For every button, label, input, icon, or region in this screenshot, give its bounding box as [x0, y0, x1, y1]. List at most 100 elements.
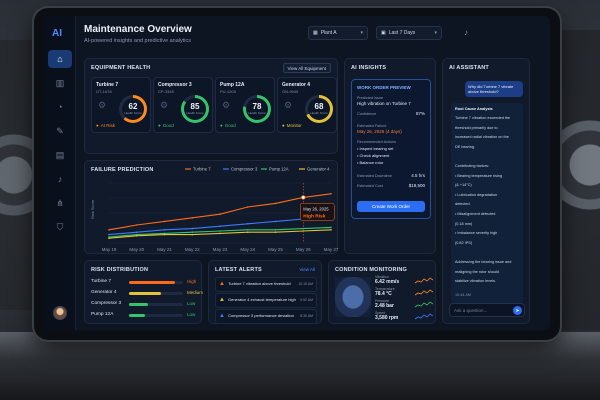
response-line: threshold primarily due to — [455, 125, 498, 130]
response-line: detected — [455, 202, 470, 207]
risk-bar — [129, 281, 175, 284]
data-point — [330, 229, 332, 231]
clipboard-icon[interactable]: ▤ — [55, 149, 65, 160]
data-point — [246, 229, 249, 231]
chat-input-placeholder: Ask a question... — [454, 307, 488, 313]
warning-icon: ▲ — [219, 313, 225, 319]
confidence-value: 87% — [415, 111, 425, 116]
sidebar: AI ⌂ ▥ ◔ ✎ ▤ ♪ ⋔ ⛉ — [44, 16, 76, 330]
alert-item[interactable]: ▲ Compressor 3 performance deviation 8:30 … — [215, 309, 317, 324]
equipment-card[interactable]: Turbine 7 GT-1678 ⚙ 62 Health Score ● At Risk — [91, 77, 151, 133]
view-all-alerts-link[interactable]: View All — [299, 267, 315, 272]
equipment-card[interactable]: Pump 12A PU-1209 ⚙ 78 Health Score ● Good — [215, 77, 275, 133]
condition-monitoring-title: CONDITION MONITORING — [335, 267, 408, 273]
alert-time: 9:52 AM — [300, 298, 313, 302]
risk-level: Medium — [187, 290, 204, 295]
alert-item[interactable]: ▲ Turbine 7 vibration above threshold 10:1… — [215, 277, 317, 292]
x-tick-label: May 26 — [296, 247, 311, 252]
send-icon[interactable]: ➤ — [513, 306, 522, 315]
data-point — [274, 202, 277, 205]
action-item: • Inspect bearing set — [357, 146, 394, 151]
risk-equipment-name: Generator 4 — [91, 290, 117, 295]
risk-equipment-name: Turbine 7 — [91, 279, 112, 284]
notification-bell-icon[interactable]: ♪ — [464, 28, 468, 37]
data-point — [108, 236, 110, 238]
alert-item[interactable]: ▲ Generator 4 exhaust temperature high 9:5… — [215, 293, 317, 308]
bell-icon[interactable]: ♪ — [57, 174, 63, 184]
risk-track — [129, 303, 183, 306]
response-line: (0.18 mm) — [455, 221, 473, 226]
downtime-value: 4.5 hrs — [411, 173, 425, 178]
x-tick-label: May 25 — [268, 247, 283, 252]
metric-label: Vibration — [375, 275, 389, 279]
machine-icon: ⚙ — [160, 100, 169, 110]
data-point — [246, 231, 249, 233]
risk-bar — [129, 314, 146, 317]
view-all-equipment-button[interactable]: View All Equipment — [282, 63, 331, 73]
health-score-gauge: 85 Health Score — [181, 95, 209, 123]
data-point — [274, 220, 277, 223]
predicted-issue-label: Predicted Issue — [357, 96, 384, 100]
tooltip-date: May 26, 2025 — [303, 206, 329, 211]
equipment-card[interactable]: Compressor 3 CP-3345 ⚙ 85 Health Score ● Good — [153, 77, 213, 133]
risk-row: Pump 12A Low — [91, 311, 201, 321]
health-score-label: Health Score — [310, 111, 328, 115]
latest-alerts-card: LATEST ALERTS View All ▲ Turbine 7 vibrat… — [208, 260, 322, 324]
chat-input[interactable]: Ask a question... ➤ — [449, 303, 525, 317]
data-point — [108, 237, 110, 239]
ai-assistant-title: AI Assistant — [449, 65, 489, 71]
ai-assistant-card: AI Assistant Why did Turbine 7 vibrate a… — [442, 58, 530, 324]
confidence-label: Confidence — [357, 112, 377, 116]
health-score-value: 78 — [252, 102, 262, 111]
health-score-label: Health Score — [124, 111, 142, 115]
estimated-failure-label: Estimated Failure — [357, 124, 387, 128]
metric-row: Pressure 2.48 bar — [375, 299, 433, 311]
data-point — [219, 232, 221, 235]
action-item: • Check alignment — [357, 153, 390, 158]
equipment-name: Generator 4 — [282, 82, 311, 88]
response-line: • Imbalance severity high — [455, 231, 498, 236]
response-line: Turbine 7 vibration exceeded the — [455, 116, 511, 120]
response-line: realigning the rotor should — [455, 269, 499, 274]
response-timestamp: 10:44 AM — [455, 293, 472, 297]
machine-icon: ⚙ — [98, 100, 107, 110]
desk-surface — [0, 332, 600, 400]
create-work-order-button[interactable]: Create Work Order — [357, 201, 425, 212]
gauge-center: 78 Health Score — [246, 98, 268, 120]
status-badge: ● Monitor — [282, 123, 302, 128]
avatar[interactable] — [53, 306, 67, 320]
data-point — [246, 206, 249, 208]
data-point — [191, 233, 194, 236]
date-range-select[interactable]: ▣ Last 7 Days ▾ — [376, 26, 442, 40]
page-title: Maintenance Overview — [84, 24, 192, 35]
equipment-health-title: Equipment Health — [91, 65, 151, 71]
wrench-icon[interactable]: ✎ — [56, 125, 64, 136]
alert-text: Turbine 7 vibration above threshold — [228, 281, 291, 286]
risk-row: Turbine 7 High — [91, 278, 201, 288]
equipment-id: CP-3345 — [158, 89, 174, 94]
equipment-health-card: Equipment Health View All Equipment Turb… — [84, 58, 338, 154]
alert-time: 8:30 AM — [300, 314, 313, 318]
status-label: At Risk — [100, 123, 115, 128]
data-point — [135, 224, 138, 226]
chart-icon[interactable]: ▥ — [55, 77, 65, 88]
plant-select[interactable]: ▦ Plant A ▾ — [308, 26, 368, 40]
shield-icon[interactable]: ⛉ — [56, 221, 64, 232]
equipment-card[interactable]: Generator 4 GN-9940 ⚙ 68 Health Score ● Monito… — [277, 77, 337, 133]
equipment-id: PU-1209 — [220, 89, 236, 94]
data-point — [330, 226, 332, 229]
risk-track — [129, 292, 183, 295]
data-point — [108, 229, 110, 231]
home-icon[interactable]: ⌂ — [48, 50, 72, 68]
risk-row: Compressor 3 Low — [91, 300, 201, 310]
legend-label: Generator 4 — [307, 167, 330, 172]
network-icon[interactable]: ⋔ — [56, 197, 64, 208]
gauge-icon[interactable]: ◔ — [57, 102, 63, 112]
latest-alerts-title: LATEST ALERTS — [215, 267, 262, 273]
chevron-down-icon: ▾ — [360, 30, 363, 36]
metric-value: 2.48 bar — [375, 303, 394, 309]
metric-row: Temperature 78.4 °C — [375, 287, 433, 299]
gauge-center: 68 Health Score — [308, 98, 330, 120]
risk-equipment-name: Pump 12A — [91, 312, 114, 317]
risk-track — [129, 281, 183, 284]
